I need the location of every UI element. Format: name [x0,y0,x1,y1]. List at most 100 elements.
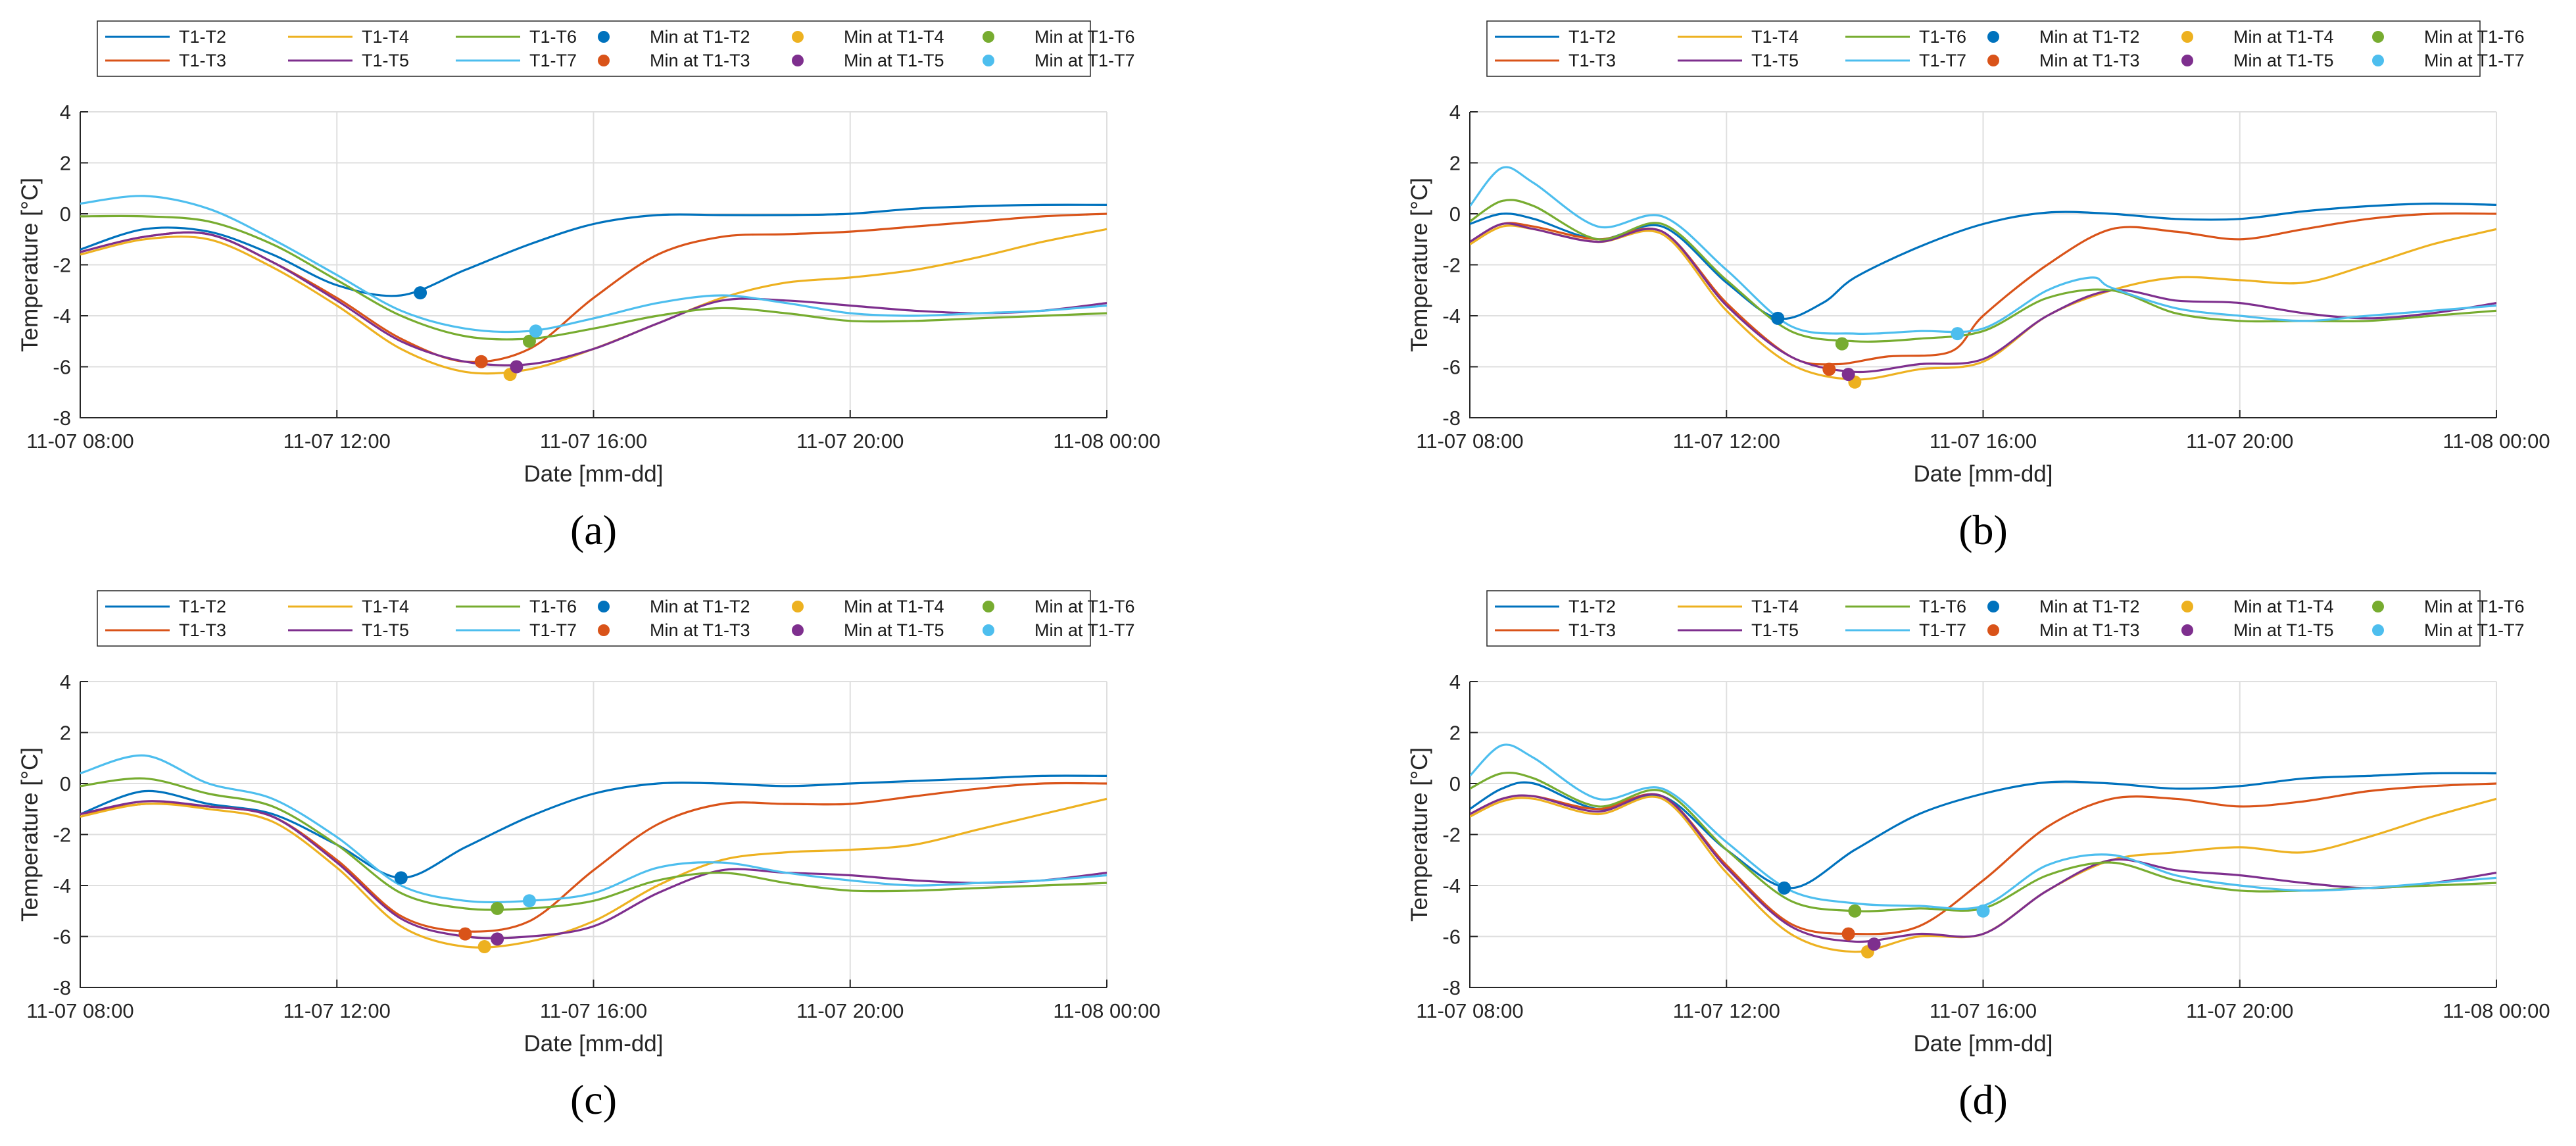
series-lines [1470,166,2496,381]
legend-label: T1-T4 [362,597,409,616]
tick-marks [1469,111,2497,418]
y-tick-label: -4 [1442,305,1461,328]
legend-label: Min at T1-T4 [844,597,944,616]
legend-label: Min at T1-T2 [650,597,750,616]
legend-label: T1-T7 [529,51,577,70]
x-tick-label: 11-07 12:00 [1673,430,1780,453]
legend-label: T1-T7 [1919,620,1966,640]
min-marker-t1-t6 [1835,337,1849,351]
y-axis-label: Temperature [°C] [17,747,43,922]
legend-swatch-marker [983,31,994,43]
x-axis-label: Date [mm-dd] [1914,1031,2053,1057]
legend-label: T1-T6 [529,27,577,47]
panel-b: 11-07 08:00 11-07 12:00 11-07 16:00 11-07 2… [1390,0,2576,573]
y-tick-label: 2 [60,722,71,745]
series-line-t1-t2 [80,774,1107,880]
legend-label: T1-T3 [1568,620,1616,640]
x-tick-label: 11-07 08:00 [26,430,134,453]
series-line-t1-t6 [80,777,1107,911]
x-axis-label: Date [mm-dd] [524,461,664,487]
min-marker-t1-t7 [529,324,543,338]
legend-swatch-marker [1987,624,1999,636]
x-tick-label: 11-07 08:00 [1416,430,1523,453]
panel-caption: (c) [570,1076,617,1123]
legend-swatch-marker [2181,31,2193,43]
series-line-t1-t2 [80,203,1107,297]
min-marker-t1-t5 [1867,937,1881,951]
min-marker-t1-t4 [477,940,491,953]
legend-label: Min at T1-T3 [2039,620,2140,640]
legend-label: T1-T4 [1751,597,1799,616]
y-tick-label: -8 [1442,976,1461,999]
legend-label: Min at T1-T2 [2039,597,2140,616]
legend-swatch-marker [2181,601,2193,612]
min-markers [1771,311,1964,389]
y-tick-label: 2 [1449,152,1461,175]
min-marker-t1-t2 [414,286,427,300]
legend-swatch-marker [983,55,994,66]
legend-swatch-marker [598,31,610,43]
legend: T1-T2 T1-T3 T1-T4 T1-T5 T1-T6 T1-T7 Min at T1-… [97,590,1135,647]
legend-label: Min at T1-T5 [844,51,944,70]
y-tick-label: -6 [1442,356,1461,379]
min-marker-t1-t2 [1771,311,1785,325]
legend-label: Min at T1-T4 [2233,27,2334,47]
series-line-t1-t7 [80,754,1107,904]
y-tick-label: 4 [60,101,71,124]
series-lines [80,754,1107,949]
y-tick-label: -4 [53,305,71,328]
legend-swatch-marker [598,601,610,612]
min-marker-t1-t6 [491,901,504,915]
legend-swatch-marker [1987,55,1999,66]
min-marker-t1-t7 [1976,904,1990,918]
legend-swatch-marker [2181,624,2193,636]
y-tick-label: 2 [60,152,71,175]
legend-label: Min at T1-T2 [650,27,750,47]
legend-label: T1-T6 [1919,27,1966,47]
min-markers [394,871,536,953]
y-tick-label: 0 [1449,203,1461,226]
x-tick-label: 11-07 20:00 [2186,430,2293,453]
tick-marks [80,681,1107,988]
legend-swatch-marker [2372,601,2384,612]
grid-lines [1469,111,2497,418]
panel-d: 11-07 08:00 11-07 12:00 11-07 16:00 11-07 2… [1390,570,2576,1143]
legend-swatch-marker [792,55,804,66]
legend: T1-T2 T1-T3 T1-T4 T1-T5 T1-T6 T1-T7 Min at T1-… [1486,590,2525,647]
y-tick-label: -8 [53,976,71,999]
y-tick-label: -2 [53,824,71,847]
legend-label: T1-T4 [1751,27,1799,47]
panel-caption: (a) [570,507,617,553]
y-tick-label: -2 [53,254,71,277]
legend-swatch-marker [1987,601,1999,612]
y-tick-label: 4 [1449,670,1461,693]
y-axis-label: Temperature [°C] [1407,178,1432,352]
legend-label: T1-T3 [179,51,226,70]
x-tick-label: 11-07 16:00 [540,999,647,1022]
tick-marks [1469,681,2497,988]
legend-swatch-marker [792,624,804,636]
min-marker-t1-t3 [1822,362,1836,376]
series-line-t1-t7 [1470,743,2496,910]
legend-label: Min at T1-T4 [844,27,944,47]
legend-label: T1-T5 [1751,620,1799,640]
legend-swatch-marker [1987,31,1999,43]
x-tick-label: 11-07 16:00 [1930,999,2037,1022]
x-tick-label: 11-07 16:00 [1930,430,2037,453]
y-tick-label: -4 [53,874,71,897]
legend-label: Min at T1-T3 [650,51,750,70]
grid-lines [80,681,1107,988]
legend-swatch-marker [2372,31,2384,43]
legend-label: T1-T5 [1751,51,1799,70]
grid-lines [80,111,1107,418]
legend-box [1486,20,2481,77]
x-tick-label: 11-07 20:00 [2186,999,2293,1022]
legend-swatch-marker [598,55,610,66]
legend-label: Min at T1-T6 [2424,27,2525,47]
series-line-t1-t5 [80,800,1107,939]
legend-label: Min at T1-T7 [2424,620,2525,640]
legend-label: Min at T1-T5 [844,620,944,640]
min-marker-t1-t3 [474,355,488,368]
min-marker-t1-t3 [458,927,472,941]
